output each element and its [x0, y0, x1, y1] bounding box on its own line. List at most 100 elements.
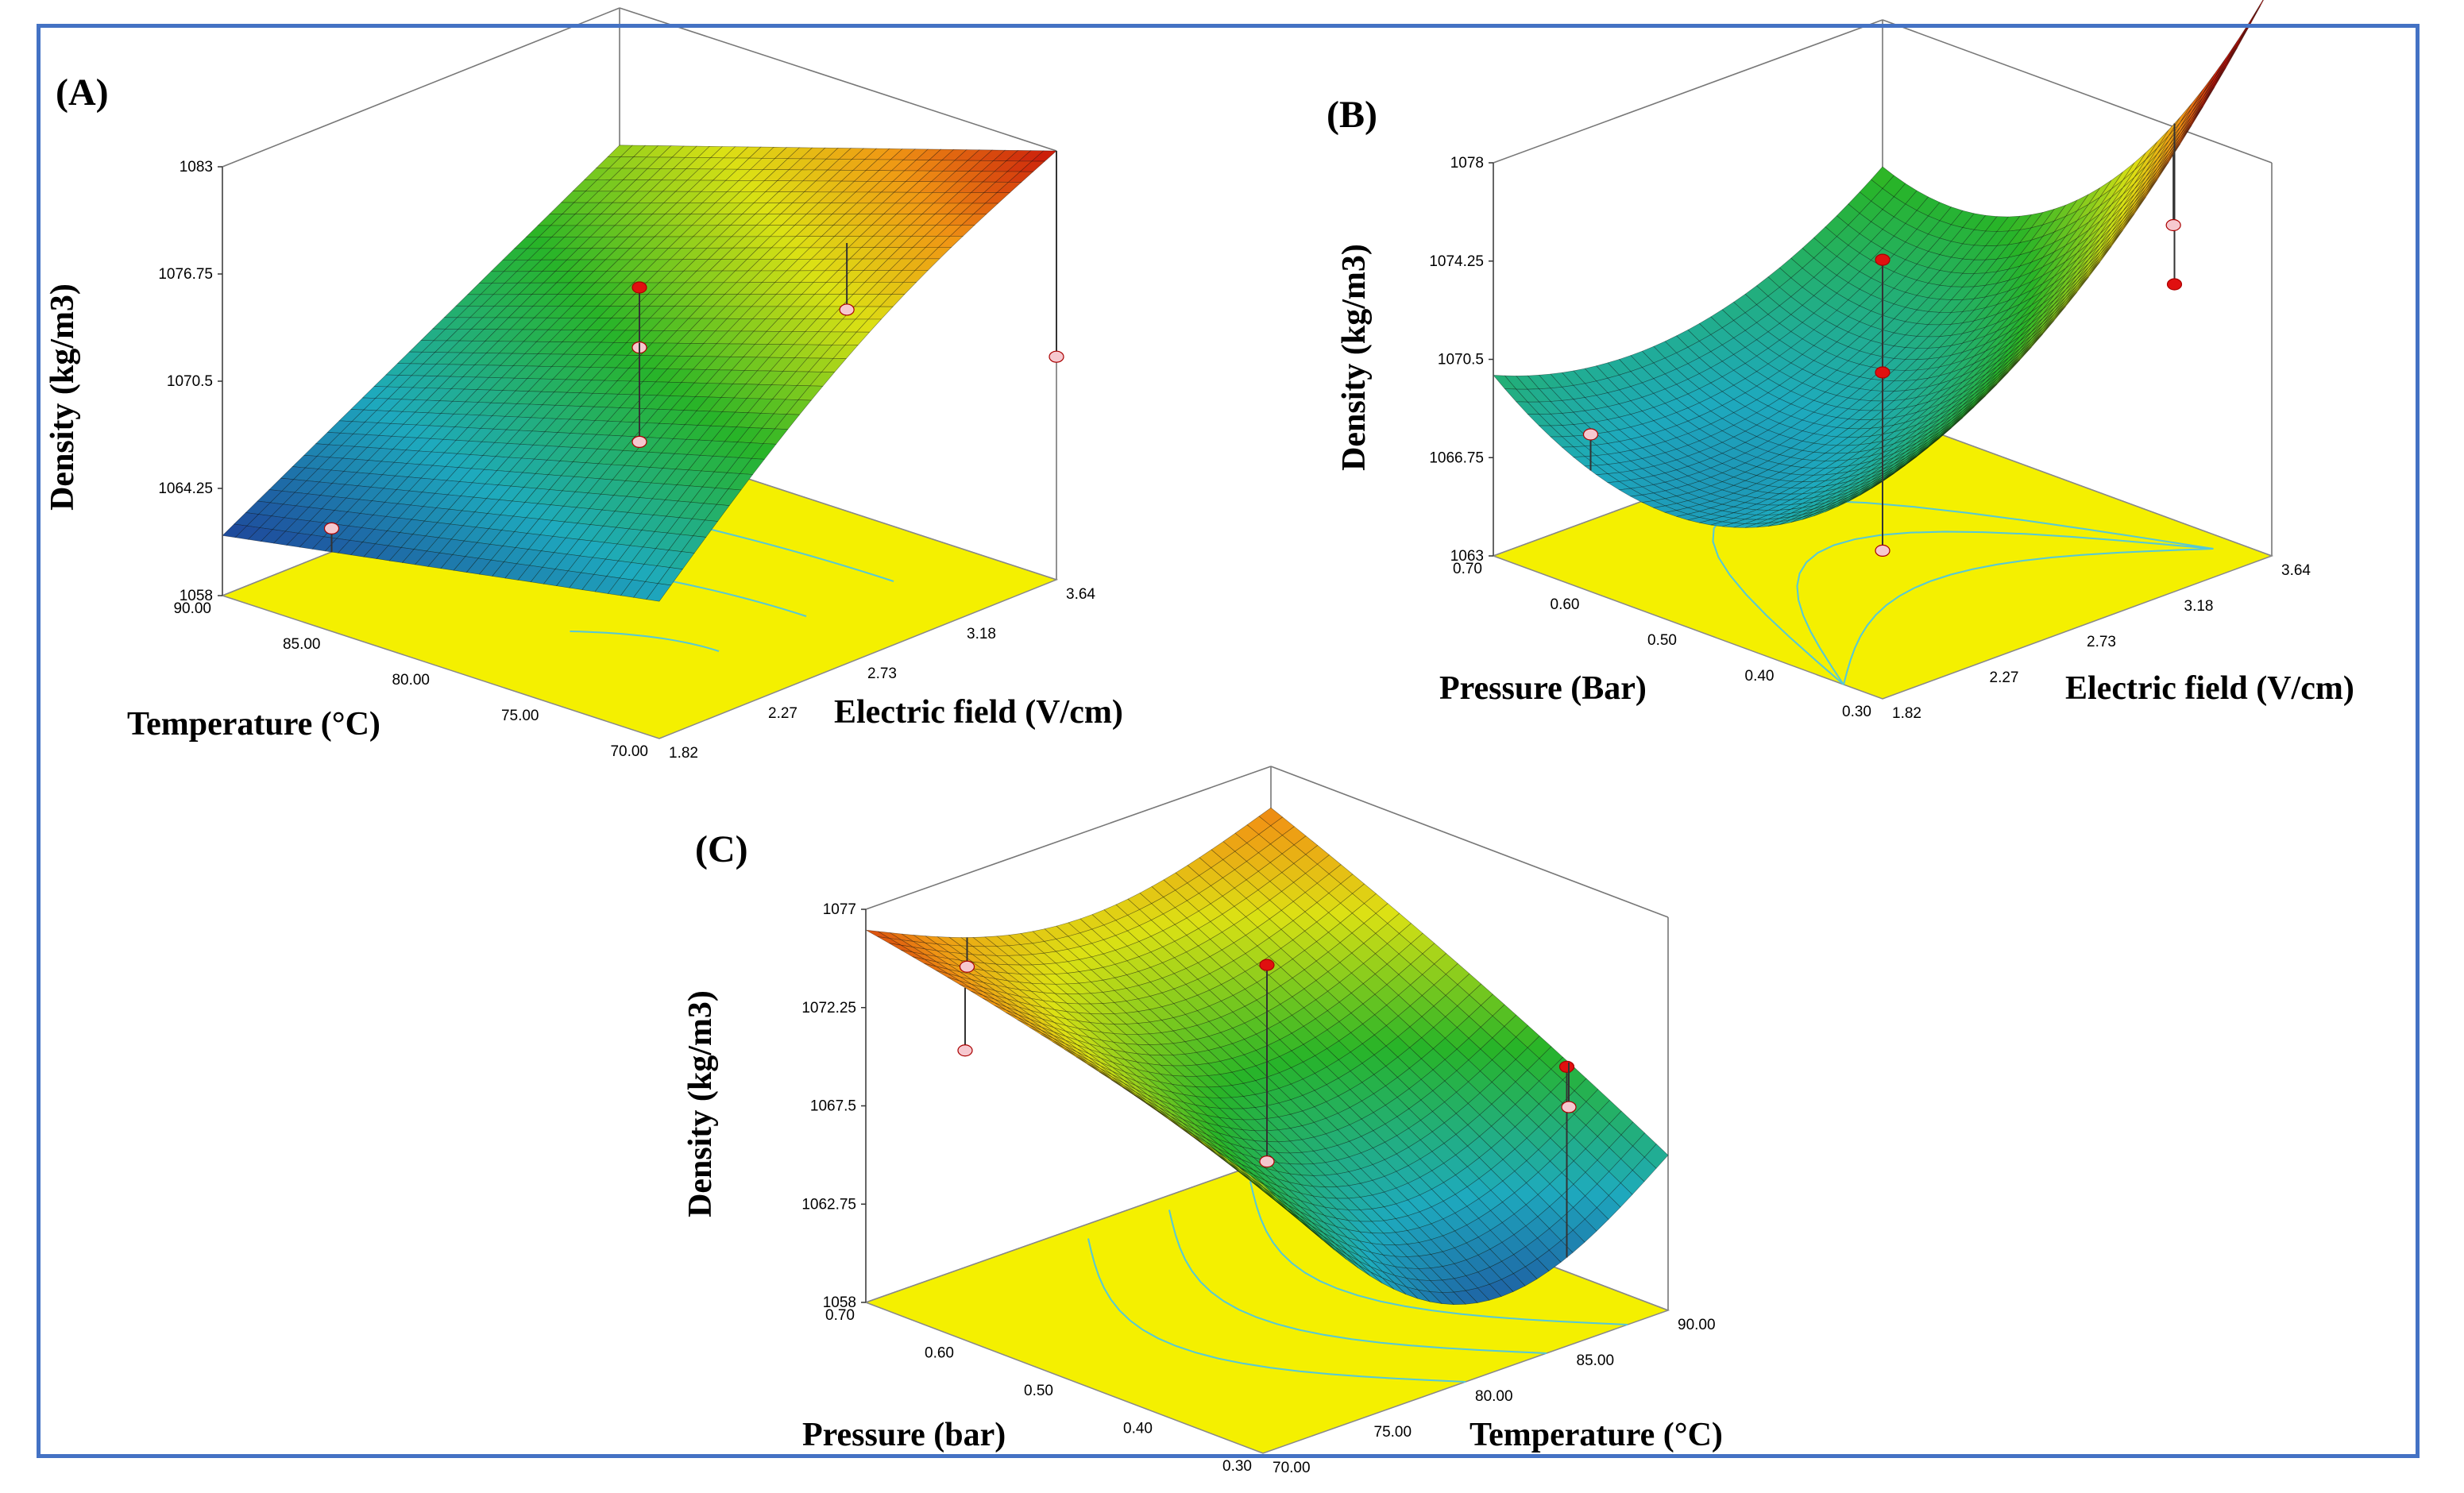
surface-cell	[1848, 253, 1872, 272]
surface-cell	[675, 453, 701, 471]
surface-cell	[745, 370, 771, 385]
surface-cell	[446, 329, 472, 341]
surface-cell	[1007, 171, 1034, 183]
surface-cell	[733, 384, 759, 399]
surface-cell	[428, 413, 454, 427]
surface-cell	[663, 191, 689, 203]
response-surface	[1493, 0, 2265, 528]
surface-cell	[547, 317, 574, 330]
surface-cell	[616, 368, 643, 382]
surface-cell	[477, 389, 504, 403]
surface-cell	[827, 158, 853, 171]
surface-cell	[557, 419, 583, 434]
surface-cell	[467, 415, 493, 429]
surface-cell	[755, 344, 782, 358]
surface-cell	[672, 424, 699, 440]
surface-cell	[890, 159, 917, 172]
surface-cell	[794, 344, 821, 359]
surface-cell	[564, 507, 590, 524]
surface-cell	[967, 160, 994, 172]
surface-cell	[705, 356, 732, 371]
surface-cell	[448, 352, 474, 365]
surface-cell	[537, 341, 563, 355]
surface-cell	[713, 441, 739, 457]
surface-cell	[674, 438, 700, 455]
surface-cell	[504, 563, 531, 581]
surface-cell	[606, 560, 632, 579]
surface-cell	[1767, 287, 1792, 307]
surface-cell	[577, 508, 603, 525]
surface-cell	[538, 504, 564, 521]
surface-cell	[379, 435, 406, 449]
surface-cell	[525, 353, 551, 367]
surface-cell	[445, 453, 471, 468]
surface-cell	[487, 353, 513, 366]
surface-cell	[556, 570, 582, 588]
surface-cell	[535, 329, 562, 342]
surface-cell	[693, 519, 719, 538]
surface-cell	[637, 318, 664, 331]
surface-cell	[982, 171, 1008, 183]
surface-cell	[1006, 150, 1032, 162]
surface-cell	[440, 400, 466, 415]
surface-cell	[597, 168, 623, 180]
surface-cell	[485, 341, 512, 354]
x-axis-title: Temperature (°C)	[127, 706, 380, 743]
surface-cell	[576, 492, 602, 509]
surface-cell	[507, 430, 533, 445]
surface-cell	[713, 179, 740, 192]
surface-cell	[679, 518, 705, 537]
surface-cell	[468, 428, 494, 442]
surface-cell	[661, 438, 687, 454]
surface-cell	[597, 434, 623, 450]
surface-cell	[454, 414, 481, 428]
surface-cell	[2248, 0, 2265, 25]
surface-cell	[699, 440, 725, 457]
surface-cell	[681, 368, 707, 384]
wall-edge	[1882, 19, 2273, 164]
surface-cell	[979, 149, 1006, 161]
z-tick-label: 1070.5	[167, 373, 213, 390]
surface-cell	[643, 381, 670, 396]
surface-cell	[545, 432, 571, 447]
surface-cell	[686, 157, 712, 170]
surface-cell	[594, 576, 620, 594]
surface-cell	[420, 328, 446, 341]
surface-cell	[460, 482, 486, 498]
surface-cell	[932, 181, 958, 193]
surface-cell	[539, 519, 566, 537]
surface-cell	[694, 383, 721, 398]
surface-cell	[604, 380, 631, 395]
surface-cell	[647, 156, 673, 169]
surface-cell	[1882, 196, 1906, 218]
surface-cell	[646, 145, 672, 158]
surface-cell	[465, 557, 492, 575]
surface-cell	[867, 306, 894, 320]
surface-cell	[607, 407, 633, 422]
surface-cell	[746, 384, 772, 399]
y-tick-label: 3.64	[1066, 586, 1095, 603]
surface-cell	[809, 372, 836, 387]
surface-cell	[565, 236, 591, 249]
surface-cell	[879, 294, 906, 307]
surface-cell	[635, 168, 662, 181]
surface-cell	[438, 388, 465, 402]
surface-cell	[434, 480, 461, 496]
surface-cell	[658, 145, 685, 158]
surface-cell	[447, 340, 473, 353]
figure-border	[37, 24, 2420, 1458]
surface-cell	[559, 306, 585, 318]
surface-cell	[585, 306, 611, 318]
surface-cell	[776, 169, 803, 182]
surface-cell	[607, 577, 633, 596]
surface-cell	[655, 368, 682, 383]
surface-cell	[527, 378, 554, 392]
surface-cell	[996, 181, 1022, 194]
surface-cell	[268, 477, 295, 492]
surface-cell	[597, 306, 624, 318]
surface-cell	[573, 318, 600, 330]
surface-cell	[627, 497, 653, 515]
surface-cell	[445, 317, 471, 330]
surface-cell	[796, 371, 823, 387]
